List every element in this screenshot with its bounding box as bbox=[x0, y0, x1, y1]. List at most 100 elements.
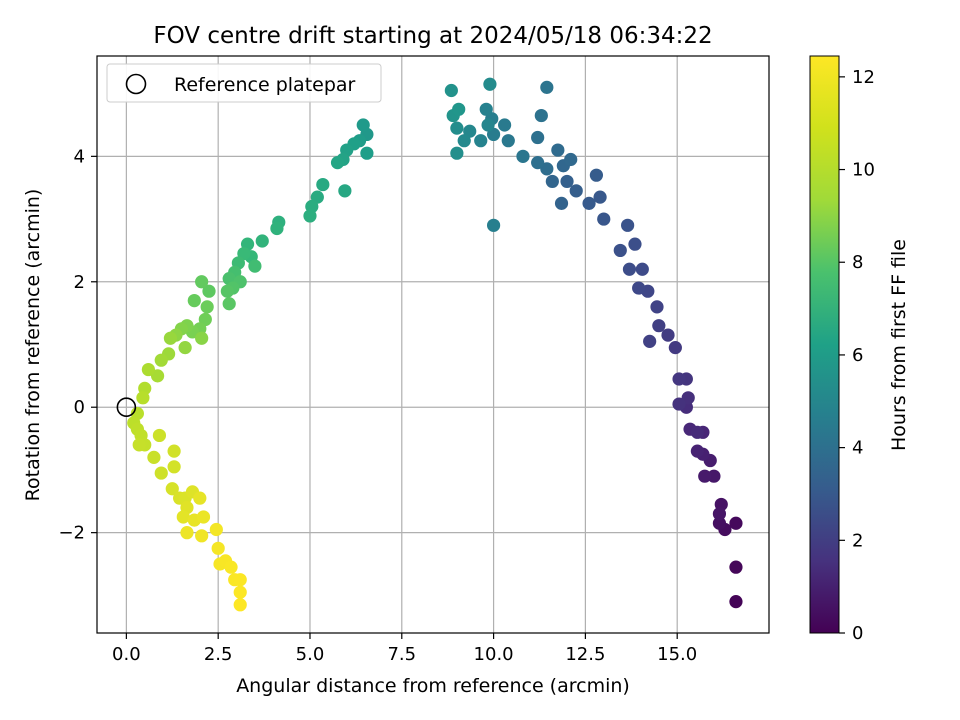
data-point bbox=[457, 134, 471, 148]
data-point bbox=[195, 529, 209, 543]
data-point bbox=[632, 281, 646, 295]
data-point bbox=[613, 243, 627, 258]
data-point bbox=[167, 460, 181, 474]
data-point bbox=[220, 284, 234, 298]
colorbar-tick-label: 2 bbox=[852, 530, 863, 551]
x-tick-label: 5.0 bbox=[296, 644, 325, 665]
data-point bbox=[222, 297, 236, 311]
data-point bbox=[672, 372, 686, 386]
data-point bbox=[622, 262, 637, 276]
data-point bbox=[196, 510, 211, 524]
data-point bbox=[167, 444, 181, 458]
data-point bbox=[534, 108, 548, 123]
data-point bbox=[554, 196, 569, 210]
data-point bbox=[270, 221, 284, 236]
data-point bbox=[498, 118, 512, 132]
data-point bbox=[661, 328, 675, 342]
data-point bbox=[635, 262, 649, 276]
data-point bbox=[690, 444, 704, 458]
x-tick-label: 12.5 bbox=[565, 644, 605, 665]
x-tick-label: 10.0 bbox=[474, 644, 514, 665]
data-point bbox=[560, 174, 574, 189]
colorbar-ticks: 0 2 4 6 8 10 12 bbox=[839, 67, 875, 644]
data-point bbox=[643, 334, 657, 348]
data-point bbox=[545, 174, 559, 189]
data-point bbox=[628, 237, 642, 251]
data-point bbox=[593, 190, 607, 204]
data-point bbox=[360, 146, 374, 160]
y-tick-label: 4 bbox=[74, 146, 85, 167]
data-point bbox=[141, 362, 156, 377]
data-point bbox=[224, 560, 238, 574]
legend-marker-open-circle bbox=[125, 73, 147, 95]
data-point bbox=[551, 143, 565, 157]
y-tick-label: 0 bbox=[74, 397, 85, 418]
data-point bbox=[486, 218, 501, 232]
data-point bbox=[195, 275, 209, 289]
data-point bbox=[479, 102, 493, 116]
data-point bbox=[176, 510, 190, 524]
data-point bbox=[165, 482, 179, 496]
data-point bbox=[531, 156, 545, 170]
data-point bbox=[233, 585, 247, 599]
data-point bbox=[501, 134, 515, 148]
legend-label: Reference platepar bbox=[174, 74, 356, 96]
data-point bbox=[650, 300, 664, 314]
data-point bbox=[582, 196, 596, 210]
data-point bbox=[450, 121, 464, 135]
y-tick-label: 2 bbox=[74, 272, 85, 293]
colorbar-tick-label: 6 bbox=[852, 345, 863, 366]
data-point bbox=[209, 522, 223, 537]
data-point bbox=[356, 118, 370, 132]
data-point bbox=[540, 80, 554, 94]
data-point bbox=[531, 130, 545, 145]
data-point bbox=[672, 397, 686, 411]
data-point bbox=[569, 184, 583, 198]
data-point bbox=[132, 438, 146, 452]
chart-title: FOV centre drift starting at 2024/05/18 … bbox=[153, 23, 712, 49]
data-point bbox=[589, 168, 604, 182]
colorbar-tick-label: 12 bbox=[852, 67, 875, 88]
data-point bbox=[516, 149, 530, 163]
data-point bbox=[712, 516, 727, 530]
data-point bbox=[163, 331, 178, 345]
colorbar-tick-label: 8 bbox=[852, 252, 863, 273]
data-point bbox=[707, 469, 721, 483]
data-point bbox=[316, 177, 330, 192]
data-point bbox=[690, 425, 704, 439]
data-point bbox=[303, 209, 317, 223]
data-point bbox=[668, 341, 682, 355]
data-point bbox=[564, 152, 578, 167]
data-point bbox=[187, 293, 201, 308]
data-points bbox=[127, 77, 743, 612]
colorbar-tick-label: 0 bbox=[852, 623, 863, 644]
data-point bbox=[330, 156, 345, 170]
data-point bbox=[233, 598, 247, 612]
data-point bbox=[202, 284, 216, 298]
colorbar: 0 2 4 6 8 10 12 Hours from first FF file bbox=[809, 55, 910, 644]
y-axis-ticks: −2 0 2 4 bbox=[58, 146, 97, 544]
data-point bbox=[597, 212, 611, 226]
data-point bbox=[255, 234, 269, 248]
data-point bbox=[474, 134, 488, 148]
data-point bbox=[180, 526, 194, 540]
data-point bbox=[729, 516, 743, 530]
data-point bbox=[621, 218, 635, 232]
data-point bbox=[154, 353, 168, 367]
data-point bbox=[729, 595, 743, 609]
colorbar-tick-label: 4 bbox=[852, 438, 863, 459]
x-tick-label: 7.5 bbox=[387, 644, 416, 665]
plot-frame bbox=[96, 55, 770, 634]
data-point bbox=[698, 469, 712, 483]
data-point bbox=[152, 428, 167, 443]
data-point bbox=[481, 118, 495, 132]
data-point bbox=[452, 102, 466, 116]
reference-platepar-marker bbox=[116, 397, 137, 418]
x-tick-label: 15.0 bbox=[657, 644, 697, 665]
data-point bbox=[211, 541, 225, 555]
colorbar-tick-label: 10 bbox=[852, 160, 875, 181]
legend: Reference platepar bbox=[106, 63, 382, 103]
data-point bbox=[154, 466, 168, 480]
data-point bbox=[483, 77, 497, 91]
